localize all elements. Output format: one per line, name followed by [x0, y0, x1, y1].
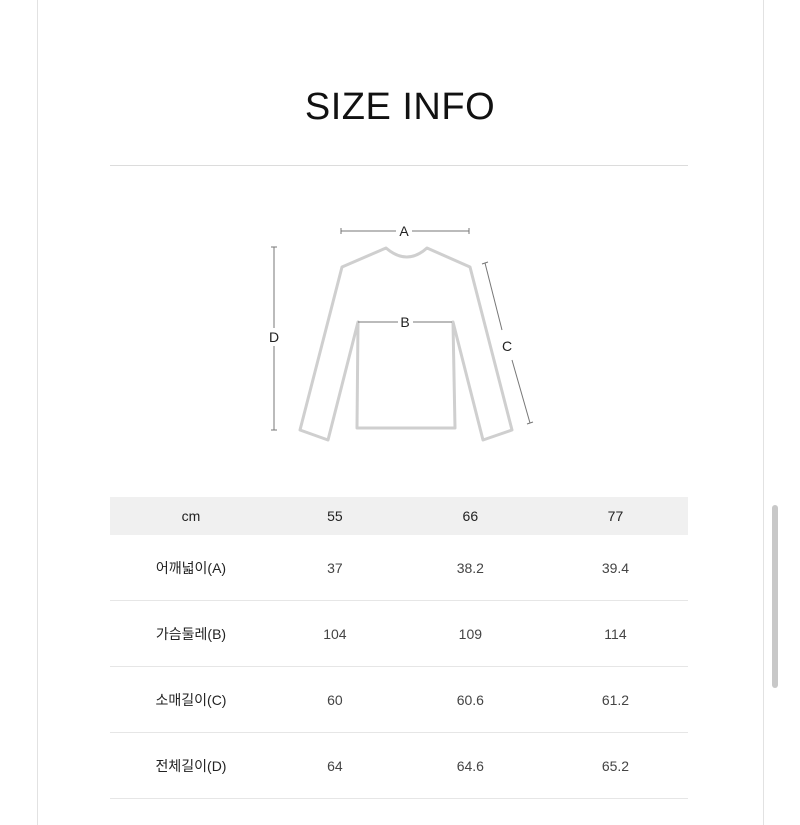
header-size: 55	[272, 497, 398, 535]
garment-diagram: A B C D	[269, 223, 534, 442]
sweater-outline	[298, 246, 514, 442]
label-c: C	[502, 338, 512, 354]
cell: 109	[397, 600, 543, 667]
cell: 60	[272, 666, 398, 733]
label-a: A	[399, 223, 409, 239]
page-border-left	[37, 0, 38, 825]
row-label: 어깨넓이(A)	[110, 535, 272, 601]
cell: 114	[542, 600, 688, 667]
table-header-row: cm 55 66 77	[110, 497, 688, 535]
label-d: D	[269, 329, 279, 345]
table-row: 전체길이(D) 64 64.6 65.2	[110, 732, 688, 799]
page-title: SIZE INFO	[304, 86, 496, 128]
cell: 61.2	[542, 666, 688, 733]
title-divider	[110, 165, 688, 166]
cell: 64.6	[397, 732, 543, 799]
header-size: 77	[542, 497, 688, 535]
row-label: 소매길이(C)	[110, 666, 272, 733]
scrollbar-thumb[interactable]	[772, 505, 778, 688]
measure-c-line	[484, 262, 503, 331]
row-label: 가슴둘레(B)	[110, 600, 272, 667]
header-unit: cm	[110, 497, 272, 535]
cell: 37	[272, 535, 398, 601]
table-row: 소매길이(C) 60 60.6 61.2	[110, 666, 688, 733]
cell: 65.2	[542, 732, 688, 799]
page-border-right	[763, 0, 764, 825]
cell: 64	[272, 732, 398, 799]
cell: 39.4	[542, 535, 688, 601]
cell: 104	[272, 600, 398, 667]
size-table: cm 55 66 77 어깨넓이(A) 37 38.2 39.4 가슴둘레(B)…	[110, 497, 688, 799]
table-row: 가슴둘레(B) 104 109 114	[110, 600, 688, 667]
row-label: 전체길이(D)	[110, 732, 272, 799]
cell: 38.2	[397, 535, 543, 601]
label-b: B	[400, 314, 409, 330]
cell: 60.6	[397, 666, 543, 733]
table-row: 어깨넓이(A) 37 38.2 39.4	[110, 535, 688, 601]
header-size: 66	[397, 497, 543, 535]
